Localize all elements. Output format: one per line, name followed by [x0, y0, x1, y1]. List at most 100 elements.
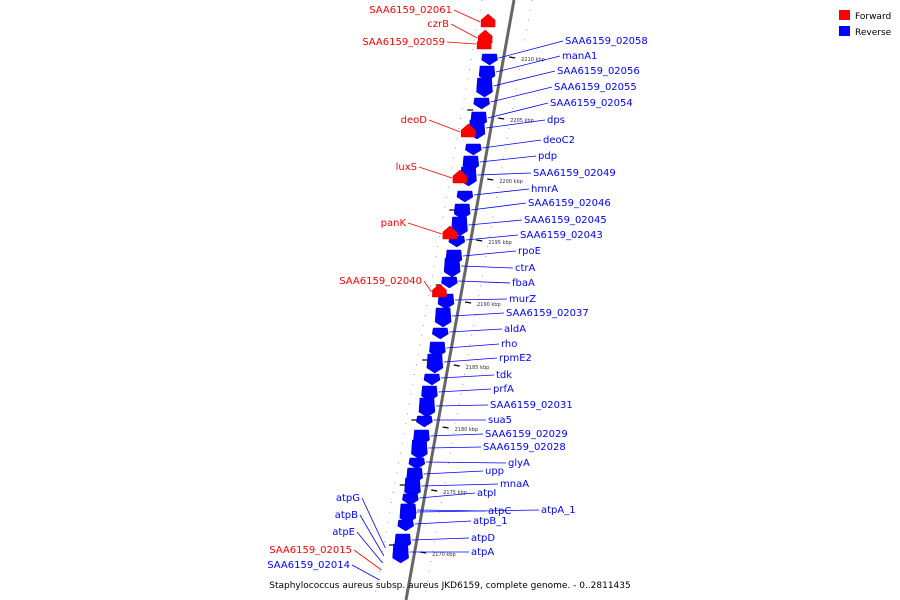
leader-line [423, 470, 484, 475]
gene-panK [442, 225, 458, 240]
leader-line [465, 234, 519, 241]
leader-line [421, 483, 499, 487]
gene-label-SAA6159_02056: SAA6159_02056 [557, 66, 640, 77]
legend-forward-swatch [839, 10, 850, 20]
gene-label-atpB_1: atpB_1 [473, 516, 508, 527]
leader-line [461, 265, 514, 269]
tick-marks: 2210 kbp 2205 kbp 2200 kbp 2195 kbp 2190 kbp… [388, 56, 545, 558]
tick-label: 2205 kbp [510, 118, 534, 124]
gene-rpmE2 [426, 353, 444, 374]
gene-label-rpoE: rpoE [518, 246, 541, 257]
gene-label-aldA: aldA [504, 324, 526, 335]
gene-fbaA [441, 276, 458, 289]
leader-line [356, 531, 383, 564]
leader-line [418, 166, 453, 179]
leader-line [425, 461, 507, 464]
leader-line [428, 446, 482, 449]
leader-line [498, 40, 564, 59]
tick-label: 2180 kbp [455, 427, 479, 433]
gene-SAA6159_02056 [476, 77, 493, 98]
leader-line [423, 280, 432, 293]
legend: Forward Reverse [839, 10, 892, 38]
gene-label-SAA6159_02015: SAA6159_02015 [269, 545, 352, 556]
leader-line [435, 404, 489, 407]
leader-line [477, 172, 532, 176]
gene-luxS [452, 169, 468, 184]
leader-line [468, 219, 523, 226]
leader-line [485, 119, 546, 129]
leader-line [452, 312, 505, 317]
gene-label-atpB: atpB [335, 510, 358, 521]
leader-line [479, 155, 537, 163]
gene-label-deoD: deoD [401, 115, 428, 126]
leader-line [458, 280, 511, 284]
tick-label: 2175 kbp [443, 490, 467, 496]
tick-label: 2185 kbp [466, 365, 490, 371]
gene-label-tdk: tdk [496, 370, 512, 381]
gene-label-atpE: atpE [332, 527, 355, 538]
gene-label-deoC2: deoC2 [543, 135, 575, 146]
tick-mark [465, 301, 472, 304]
gene-label-prfA: prfA [493, 384, 514, 395]
leader-line [407, 222, 443, 235]
leader-line [493, 70, 556, 87]
gene-label-atpA_1: atpA_1 [541, 505, 576, 516]
legend-reverse-label: Reverse [855, 28, 892, 38]
leader-line [473, 188, 530, 196]
gene-label-atpD: atpD [471, 533, 495, 544]
gene-label-SAA6159_02040: SAA6159_02040 [339, 276, 422, 287]
leader-line [416, 509, 540, 513]
gene-label-SAA6159_02046: SAA6159_02046 [528, 198, 611, 209]
gene-atpI [402, 493, 419, 506]
gene-deoC2 [465, 143, 482, 156]
leader-line [428, 119, 461, 133]
leader-line [438, 388, 492, 393]
gene-SAA6159_02058 [481, 53, 498, 66]
gene-label-fbaA: fbaA [512, 278, 535, 289]
forward-features: SAA6159_02061 czrB SAA6159_02059 deoD luxS pa… [267, 5, 496, 581]
leader-line [446, 343, 500, 349]
gene-label-atpC: atpC [488, 506, 511, 517]
tick-mark [453, 364, 460, 367]
leader-line [419, 492, 476, 499]
leader-line [411, 537, 470, 541]
gene-label-atpG: atpG [336, 493, 360, 504]
leader-line [414, 520, 472, 525]
tick-mark [431, 489, 438, 492]
gene-label-sua5: sua5 [488, 415, 512, 426]
leader-line [449, 328, 503, 333]
gene-label-SAA6159_02028: SAA6159_02028 [483, 442, 566, 453]
leader-line [471, 202, 527, 211]
tick-label: 2170 kbp [432, 552, 456, 558]
gene-label-murZ: murZ [509, 294, 536, 305]
leader-line [462, 250, 517, 257]
leader-line [490, 86, 553, 103]
gene-label-SAA6159_02043: SAA6159_02043 [520, 230, 603, 241]
legend-reverse-swatch [839, 26, 850, 36]
leader-line [443, 357, 498, 363]
gene-label-glyA: glyA [508, 458, 530, 469]
gene-label-SAA6159_02031: SAA6159_02031 [490, 400, 573, 411]
tick-mark [487, 178, 494, 181]
gene-label-dps: dps [547, 115, 565, 126]
gene-atpB_1 [397, 519, 414, 532]
gene-label-upp: upp [485, 466, 504, 477]
gene-atpA [392, 543, 409, 564]
gene-SAA6159_02028 [411, 439, 428, 460]
gene-murZ [437, 293, 455, 310]
gene-label-rpmE2: rpmE2 [499, 353, 532, 364]
tick-mark [442, 426, 449, 429]
gene-label-SAA6159_02045: SAA6159_02045 [524, 215, 607, 226]
gene-tdk [423, 373, 441, 386]
gene-SAA6159_02037 [434, 307, 452, 328]
tick-mark [476, 239, 483, 242]
gene-label-rho: rho [501, 339, 517, 350]
gene-SAA6159_02059 [476, 35, 492, 50]
tick-label: 2195 kbp [488, 240, 512, 246]
gene-label-SAA6159_02058: SAA6159_02058 [565, 36, 648, 47]
gene-SAA6159_02061 [480, 13, 496, 28]
gene-ctrA [443, 257, 461, 278]
gene-deoD [460, 123, 476, 138]
gene-label-atpA: atpA [471, 547, 494, 558]
gene-label-SAA6159_02059: SAA6159_02059 [362, 37, 445, 48]
